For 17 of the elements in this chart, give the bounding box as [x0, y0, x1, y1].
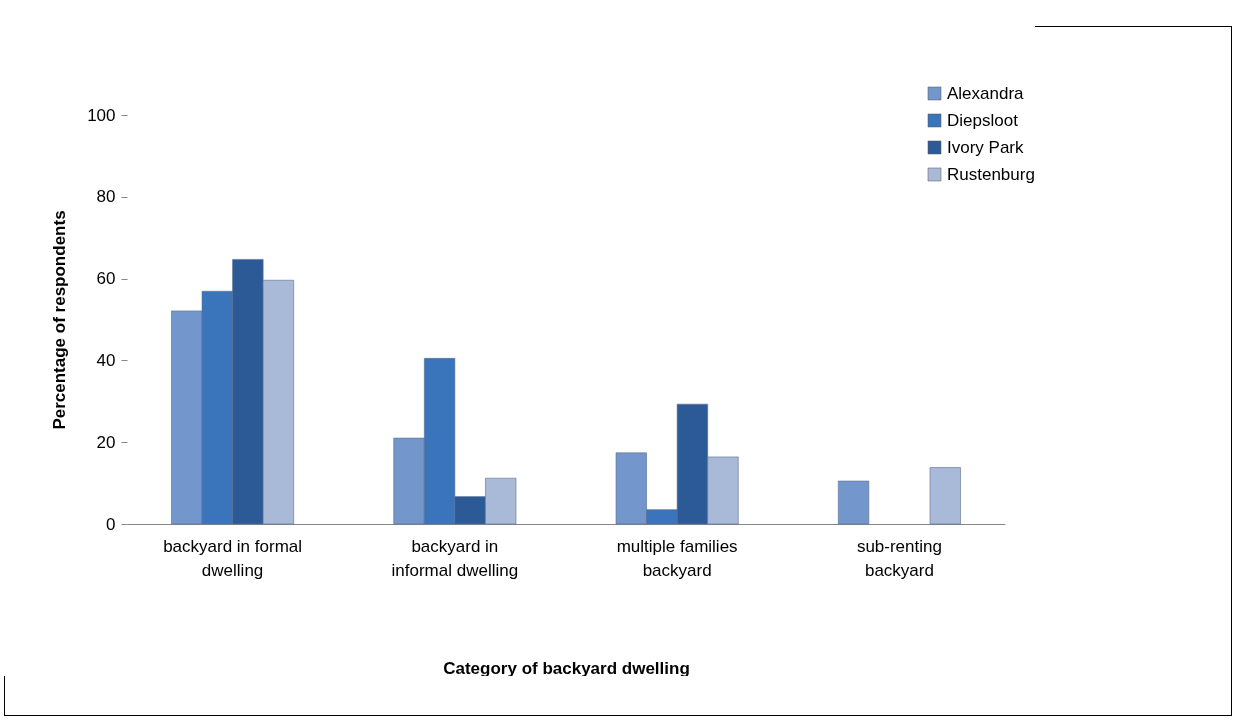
- y-tick-label: 80: [96, 187, 116, 207]
- y-tick-label: 40: [96, 350, 116, 370]
- y-axis-title: Percentage of respondents: [50, 210, 70, 430]
- x-tick-label: sub-renting backyard: [856, 536, 942, 580]
- legend-label: Ivory Park: [947, 137, 1025, 157]
- x-tick-label: multiple families backyard: [616, 536, 738, 580]
- bar: [929, 467, 961, 525]
- bar: [837, 480, 870, 525]
- y-tick-label: 60: [96, 269, 116, 289]
- legend-label: Diepsloot: [947, 110, 1019, 130]
- y-tick-label: 100: [87, 105, 116, 125]
- legend-label: Rustenburg: [947, 164, 1035, 184]
- x-tick-label: backyard in formal dwelling: [163, 536, 303, 580]
- y-tick-label: 20: [96, 432, 116, 452]
- x-tick-label: backyard in informal dwelling: [391, 536, 519, 580]
- y-tick-label: 0: [106, 514, 116, 534]
- legend-label: Alexandra: [947, 83, 1025, 103]
